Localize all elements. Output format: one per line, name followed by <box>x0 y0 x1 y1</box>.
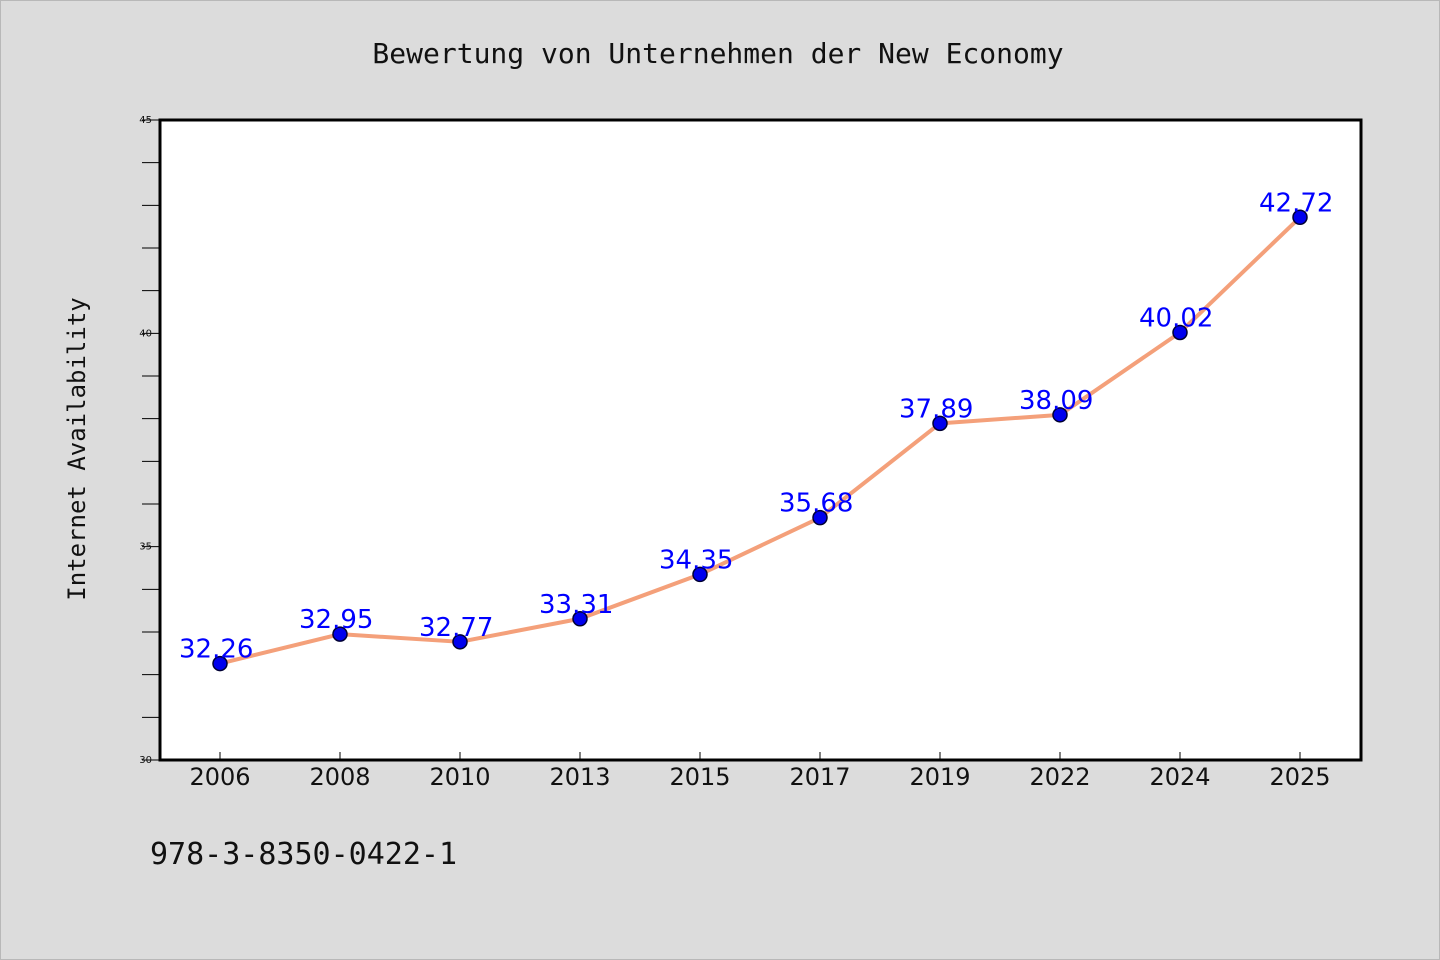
data-label: 37.89 <box>899 394 973 424</box>
y-ticks: 30 35 40 45 <box>139 115 160 766</box>
data-label: 35.68 <box>779 489 853 519</box>
data-label: 42.72 <box>1259 188 1333 218</box>
y-tick-label: 35 <box>139 542 152 553</box>
series-line <box>218 215 1302 666</box>
x-tick-label: 2024 <box>1149 763 1210 791</box>
data-labels: 32.26 32.95 32.77 33.31 34.35 35.68 37.89 38.09… <box>179 188 1333 664</box>
x-ticks: 2006 2008 2010 2013 2015 2017 2019 2022 2024 2025 <box>189 752 1331 791</box>
series-line-group <box>218 215 1302 666</box>
data-point <box>692 566 708 583</box>
data-label: 34.35 <box>659 545 733 575</box>
data-point <box>572 611 588 627</box>
data-label: 38.09 <box>1019 386 1093 416</box>
x-tick-label: 2017 <box>789 763 850 791</box>
chart-title: Bewertung von Unternehmen der New Econom… <box>372 37 1063 70</box>
x-tick-label: 2010 <box>429 763 490 791</box>
data-point <box>1172 324 1188 341</box>
isbn-footer: 978-3-8350-0422-1 <box>150 837 457 872</box>
data-label: 32.26 <box>179 635 253 665</box>
x-tick-label: 2008 <box>309 763 370 791</box>
x-tick-label: 2006 <box>189 763 250 791</box>
x-tick-label: 2015 <box>669 763 730 791</box>
data-point <box>1292 209 1308 226</box>
data-point <box>812 509 828 526</box>
x-tick-label: 2019 <box>909 763 970 791</box>
data-label: 40.02 <box>1139 303 1213 333</box>
data-point <box>1052 407 1068 423</box>
x-tick-label: 2025 <box>1269 763 1330 791</box>
data-point <box>452 634 468 650</box>
data-label: 32.95 <box>299 605 373 635</box>
x-tick-label: 2022 <box>1029 763 1090 791</box>
plot-area <box>160 120 1361 760</box>
data-point <box>932 415 948 432</box>
data-point <box>332 626 348 642</box>
y-axis-label: Internet Availability <box>63 297 91 600</box>
y-tick-label: 40 <box>139 328 152 339</box>
data-point <box>212 655 228 672</box>
data-label: 33.31 <box>539 590 613 620</box>
y-tick-label: 45 <box>139 115 152 126</box>
data-label: 32.77 <box>419 613 493 643</box>
plot-border <box>158 118 1363 762</box>
data-points <box>212 209 1308 672</box>
y-tick-label: 30 <box>139 755 152 766</box>
x-tick-label: 2013 <box>549 763 610 791</box>
